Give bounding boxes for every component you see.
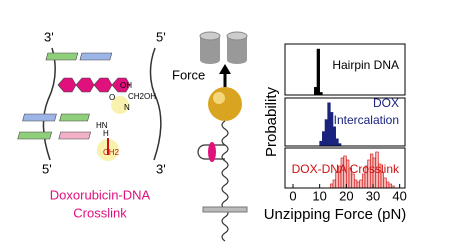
strand-end: 3' [44,29,54,44]
histogram-bar [316,48,320,96]
histogram-bar [383,177,387,189]
x-tick-label: 0 [289,188,296,203]
tweezer-diagram: Force [172,31,248,242]
strand-end: 5' [156,29,166,44]
molecule-diagram: 3' 5' 5' 3' OH CH2OH O N HN H CH2 Doxoru… [17,29,166,220]
strand-end: 3' [156,161,166,176]
y-axis-label: Probability [263,86,280,157]
panel-title: Hairpin DNA [332,58,399,72]
x-tick-label: 30 [366,188,380,203]
x-axis-label: Unzipping Force (pN) [264,206,407,223]
x-tick-label: 40 [392,188,406,203]
caption: Doxorubicin-DNA [50,187,151,202]
chem-label: OH [120,81,132,90]
chem-label: CH2OH [128,92,156,101]
panel-title: DOX-DNA Crosslink [292,162,400,176]
histogram-bar [356,181,360,189]
chem-label: H [103,129,109,138]
histogram-bar [314,87,318,96]
strand-end: 5' [42,161,52,176]
caption: Crosslink [73,205,127,220]
plot-frame [284,43,406,96]
x-tick-label: 20 [339,188,353,203]
histogram-bar [386,181,390,189]
histogram-bar [319,140,323,147]
chem-label: N [124,103,130,112]
histogram-bar [324,119,328,147]
histogram-bar [322,131,326,147]
histogram-bar [335,138,339,147]
histogram-bar [332,179,336,189]
x-tick-label: 10 [312,188,326,203]
chem-label: O [109,93,115,102]
plot-frame [284,147,406,189]
histogram-bar [332,126,336,147]
histogram-bar [330,112,334,147]
histogram-bar [354,179,358,189]
histogram-bar [388,183,392,189]
histogram-bar [330,183,334,189]
panel-title: Intercalation [334,113,399,127]
chem-label: HN [96,121,108,130]
panel-title: DOX [373,96,399,110]
histogram-bar [327,102,331,147]
histogram-bar [359,179,363,189]
chem-label: CH2 [103,148,120,157]
plot-frame [284,97,406,147]
force-label: Force [172,67,205,82]
